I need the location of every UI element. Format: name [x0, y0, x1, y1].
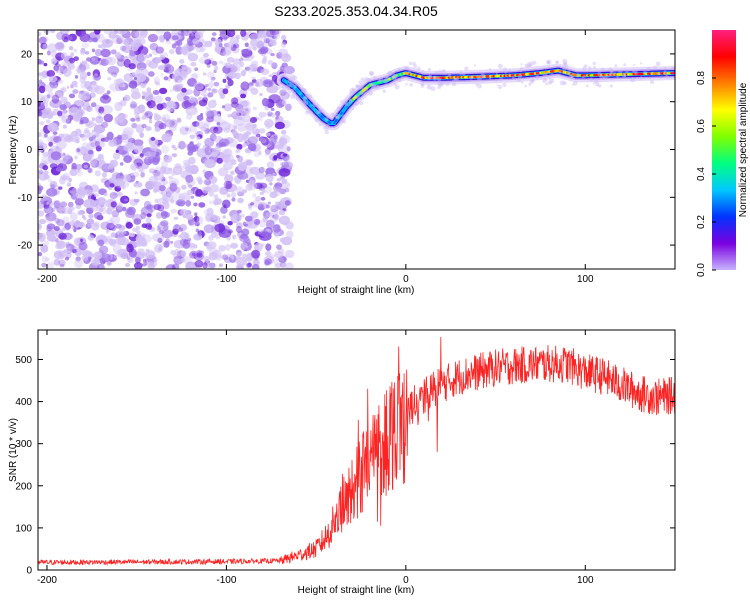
y-tick-label: 500 [15, 355, 32, 366]
y-tick-label: 10 [21, 97, 33, 108]
colorbar-tick-label: 0.8 [696, 71, 707, 85]
x-tick-label: -200 [37, 274, 57, 285]
y-tick-label: -10 [18, 193, 33, 204]
y-tick-label: 20 [21, 49, 33, 60]
colorbar-label: Normalized spectral amplitude [738, 82, 749, 217]
x-tick-label: 100 [577, 575, 594, 586]
spectrogram-y-label: Frequency (Hz) [8, 116, 19, 185]
x-tick-label: 0 [403, 274, 409, 285]
colorbar-tick-label: 0.4 [696, 167, 707, 181]
y-tick-label: 0 [26, 566, 32, 577]
x-tick-label: -200 [37, 575, 57, 586]
colorbar-tick-label: 0.0 [696, 263, 707, 277]
snr-x-label: Height of straight line (km) [298, 585, 415, 596]
x-tick-label: 100 [577, 274, 594, 285]
colorbar-tick-label: 0.2 [696, 215, 707, 229]
colorbar-tick-label: 0.6 [696, 119, 707, 133]
colorbar: 0.0 0.2 0.4 0.6 0.8 Normalized spectral ampl… [696, 30, 749, 277]
y-tick-label: 100 [15, 523, 32, 534]
x-tick-label: -100 [216, 575, 236, 586]
snr-y-label: SNR (10 * v/v) [8, 418, 19, 482]
y-tick-label: 0 [26, 145, 32, 156]
figure-title: S233.2025.353.04.34.R05 [274, 3, 438, 19]
colorbar-gradient [712, 30, 736, 270]
spectrogram-x-label: Height of straight line (km) [298, 285, 415, 296]
y-tick-label: 400 [15, 397, 32, 408]
y-tick-label: 200 [15, 481, 32, 492]
x-tick-label: -100 [216, 274, 236, 285]
y-tick-label: -20 [18, 241, 33, 252]
